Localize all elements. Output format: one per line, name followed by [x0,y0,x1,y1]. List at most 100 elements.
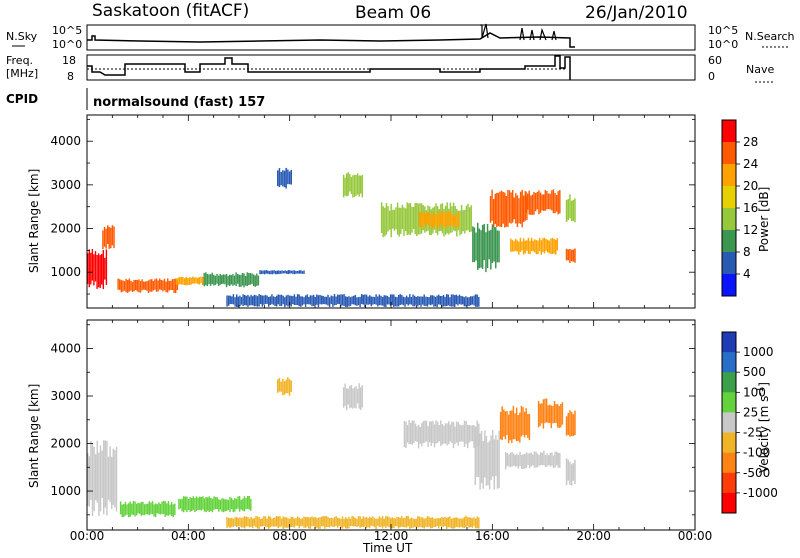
nsky-tick-high: 10^5 [52,24,82,37]
velocity-data-cell [245,498,247,510]
power-data-cell [526,193,529,210]
power-data-cell [235,272,237,287]
velocity-data-cell [290,380,293,392]
velocity-data-cell [237,518,240,527]
power-data-cell [256,273,258,286]
velocity-data-cell [454,426,456,444]
velocity-data-cell [255,516,257,528]
power-data-cell [262,270,264,274]
power-data-cell [491,189,493,221]
power-data-cell [460,205,463,234]
power-data-cell [454,214,456,226]
velocity-data-cell [357,516,360,527]
power-data-cell [452,215,455,228]
velocity-data-cell [501,406,503,441]
velocity-data-cell [134,501,136,517]
velocity-data-cell [197,497,199,511]
velocity-data-cell [250,499,252,511]
velocity-data-cell [446,423,448,446]
velocity-data-cell [231,517,233,527]
velocity-colorbar-labels: 1000 500 100 25 -25 -100 -500 -1000 [736,345,778,500]
velocity-data-cell [269,516,272,528]
velocity-data-cell [240,518,243,528]
velocity-data-cell [569,410,571,437]
velocity-y-tick-label: 1000 [50,484,81,498]
power-data-cell [475,232,477,261]
power-data-cell [413,295,416,307]
power-data-cell [496,192,498,227]
nsearch-tick-high: 10^5 [708,24,738,37]
power-data-cell [265,270,268,274]
velocity-data-cell [283,381,286,395]
velocity-data-cell [314,516,316,529]
velocity-data-cell [478,517,480,529]
velocity-data-cell [290,516,292,527]
velocity-data-cell [455,421,458,443]
power-data-cell [227,275,229,286]
power-data-cell [176,280,179,291]
power-data-cell [279,294,281,306]
power-data-cell [436,213,439,229]
power-data-cell [370,296,373,307]
velocity-data-cell [480,431,483,484]
power-data-cell [512,190,514,223]
power-data-cell [534,239,536,253]
power-data-cell [425,296,427,307]
velocity-data-cell [556,451,558,466]
power-data-cell [357,297,360,306]
power-data-cell [278,270,280,275]
power-data-cell [287,169,289,185]
nsky-trace [87,32,575,48]
power-data-cell [168,280,171,291]
power-data-cell [405,295,408,305]
power-data-cell [330,295,333,305]
power-data-cell [311,295,313,307]
power-data-cell [211,272,213,285]
velocity-data-cell [248,496,250,510]
power-data-cell [441,296,443,307]
velocity-data-cell [509,452,512,468]
power-panel: Slant Range [km] 1000 2000 3000 4000 [27,114,696,309]
velocity-data-cell [381,516,384,529]
power-data-cell [406,202,408,236]
power-data-cell [415,296,417,305]
velocity-data-cell [229,518,231,529]
power-data-cell [198,277,201,285]
power-data-cell [361,175,363,198]
power-data-cell [457,295,459,306]
power-data-cell [322,295,324,305]
velocity-data-cell [127,503,130,518]
velocity-data-cell [237,496,239,509]
velocity-data-cell [424,420,426,443]
power-data-cell [495,227,497,269]
velocity-data-cell [244,516,246,529]
power-data-cell [344,177,346,196]
velocity-data-cell [423,518,425,529]
velocity-data-cell [345,517,347,529]
velocity-data-cell [350,384,353,408]
power-data-cell [427,212,429,225]
velocity-data-cell [295,518,297,526]
power-data-cell [412,206,415,229]
velocity-data-cell [287,377,289,394]
velocity-data-cell [438,425,440,442]
velocity-data-cell [555,404,557,424]
velocity-data-cell [536,453,539,468]
power-data-cell [94,251,97,282]
velocity-data-cell [427,426,429,447]
power-data-cell [375,294,377,305]
power-data-cell [412,294,414,307]
power-data-cell [165,281,167,293]
power-data-cell [365,294,368,305]
colorbar-label: 24 [743,157,758,171]
power-data-cell [111,225,114,246]
power-data-cell [253,294,256,307]
velocity-data-cell [227,517,230,527]
power-data-cell [537,240,539,255]
velocity-data-cell [537,401,540,428]
power-data-cell [538,190,540,215]
velocity-data-cell [192,496,195,510]
power-data-cell [225,273,228,288]
velocity-data-cell [468,517,470,528]
velocity-data-cell [503,409,505,437]
